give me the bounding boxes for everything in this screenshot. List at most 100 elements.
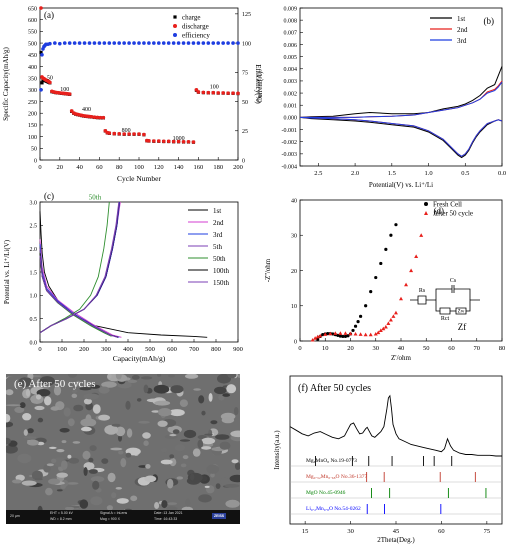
a-y-tick-label: 400 bbox=[28, 65, 37, 71]
a-y-tick-label: 50 bbox=[31, 147, 37, 153]
a-point-discharge bbox=[206, 90, 211, 95]
sem-grain bbox=[170, 385, 184, 394]
sem-grain bbox=[68, 457, 80, 464]
sem-grain bbox=[215, 483, 221, 489]
d-point-aged bbox=[363, 332, 368, 337]
sem-grain bbox=[56, 472, 68, 478]
sem-grain bbox=[145, 464, 151, 469]
a-point-efficiency bbox=[186, 41, 191, 45]
sem-grain bbox=[56, 449, 65, 453]
a-rate-annotation: 400 bbox=[82, 107, 91, 113]
b-x-tick-label: 0.0 bbox=[498, 170, 506, 177]
sem-grain bbox=[225, 499, 240, 508]
a-point-efficiency bbox=[166, 41, 171, 45]
a-legend-label: efficiency bbox=[182, 32, 210, 40]
d-x-tick-label: 20 bbox=[347, 345, 354, 352]
a-point-discharge bbox=[95, 115, 100, 120]
b-x-tick-label: 0.5 bbox=[461, 170, 469, 177]
f-panel-label: (f) After 50 cycles bbox=[298, 383, 371, 394]
sem-grain bbox=[115, 374, 122, 380]
c-charge-curve bbox=[39, 201, 120, 334]
sem-grain bbox=[220, 477, 230, 484]
a-point-efficiency bbox=[127, 41, 131, 45]
a-point-efficiency bbox=[58, 41, 62, 46]
sem-grain bbox=[83, 467, 88, 476]
d-legend-label: After 50 cycle bbox=[433, 210, 473, 218]
sem-grain bbox=[104, 424, 119, 435]
sem-grain bbox=[230, 430, 240, 438]
sem-brand: ZEISS bbox=[212, 513, 227, 519]
a-point-discharge bbox=[147, 139, 151, 143]
a-legend-label: discharge bbox=[182, 23, 209, 31]
sem-grain bbox=[127, 379, 138, 383]
sem-grain bbox=[90, 496, 103, 506]
sem-grain bbox=[201, 446, 212, 450]
b-y-tick-label: -0.003 bbox=[282, 152, 298, 158]
a-point-discharge bbox=[166, 139, 171, 144]
a-rate-annotation: 100 bbox=[60, 87, 69, 93]
a-rate-annotation: 800 bbox=[122, 128, 131, 134]
a-x-tick-label: 140 bbox=[174, 164, 184, 171]
d-point-aged bbox=[376, 330, 381, 335]
a-point-efficiency bbox=[122, 41, 126, 45]
sem-grain bbox=[73, 404, 84, 412]
a-y2-tick-label: 50 bbox=[242, 100, 248, 106]
a-point-efficiency bbox=[132, 41, 136, 45]
a-point-discharge bbox=[171, 139, 176, 144]
a-x-tick-label: 160 bbox=[194, 164, 204, 171]
sem-grain bbox=[214, 386, 227, 395]
a-point-discharge bbox=[92, 115, 97, 120]
c-x-tick-label: 200 bbox=[79, 346, 89, 353]
a-point-efficiency bbox=[53, 41, 57, 45]
b-y-tick-label: 0.009 bbox=[284, 6, 298, 12]
a-point-discharge bbox=[137, 132, 141, 136]
d-y-tick-label: 0 bbox=[294, 339, 297, 345]
plot-frame bbox=[299, 7, 503, 167]
sem-grain bbox=[111, 423, 121, 427]
c-y-tick-label: 1.5 bbox=[30, 270, 38, 276]
c-legend-label: 100th bbox=[213, 267, 229, 275]
c-ylabel: Potential vs. Li⁺/Li(V) bbox=[3, 239, 11, 304]
a-point-efficiency bbox=[191, 41, 196, 45]
sem-grain bbox=[82, 450, 91, 460]
a-point-efficiency bbox=[97, 41, 102, 45]
c-y-tick-label: 2.5 bbox=[30, 224, 38, 230]
plot-frame bbox=[289, 375, 503, 525]
sem-grain bbox=[116, 498, 129, 504]
c-y-tick-label: 2.0 bbox=[30, 247, 38, 253]
c-legend-label: 5th bbox=[213, 243, 222, 251]
sem-grain bbox=[180, 463, 187, 468]
a-point-discharge bbox=[48, 80, 52, 85]
sem-grain bbox=[6, 389, 14, 396]
sem-grain bbox=[143, 440, 149, 446]
sem-mag: Mag = 900 X bbox=[100, 517, 120, 521]
a-rate-annotation: 1000 bbox=[173, 136, 185, 142]
sem-grain bbox=[27, 439, 39, 446]
a-y-tick-label: 650 bbox=[28, 6, 37, 12]
d-point-fresh bbox=[359, 314, 363, 318]
sem-grain bbox=[118, 450, 124, 455]
b-x-tick-label: 2.0 bbox=[351, 170, 359, 177]
d-point-aged bbox=[343, 331, 348, 335]
sem-grain bbox=[15, 474, 25, 481]
d-point-aged bbox=[318, 333, 323, 338]
sem-grain bbox=[229, 474, 240, 483]
sem-grain bbox=[101, 458, 109, 464]
sem-grain bbox=[118, 434, 122, 442]
sem-wd: WD = 8.2 mm bbox=[50, 517, 72, 521]
sem-grain bbox=[161, 500, 168, 509]
sem-texture bbox=[6, 374, 240, 516]
b-series-line bbox=[299, 81, 503, 157]
f-ref-label: MgO No.45-0946 bbox=[306, 490, 346, 496]
sem-grain bbox=[48, 478, 61, 485]
d-x-tick-label: 30 bbox=[373, 345, 380, 352]
f-x-tick-label: 30 bbox=[347, 528, 354, 535]
sem-grain bbox=[167, 478, 174, 489]
f-ylabel: Intensity(a.u.) bbox=[273, 430, 281, 470]
a-y-tick-label: 350 bbox=[28, 76, 37, 82]
sem-grain bbox=[67, 374, 78, 378]
a-point-discharge bbox=[191, 140, 196, 144]
a-point-discharge bbox=[226, 91, 230, 95]
d-point-fresh bbox=[316, 337, 320, 341]
c-discharge-curve bbox=[39, 255, 118, 338]
